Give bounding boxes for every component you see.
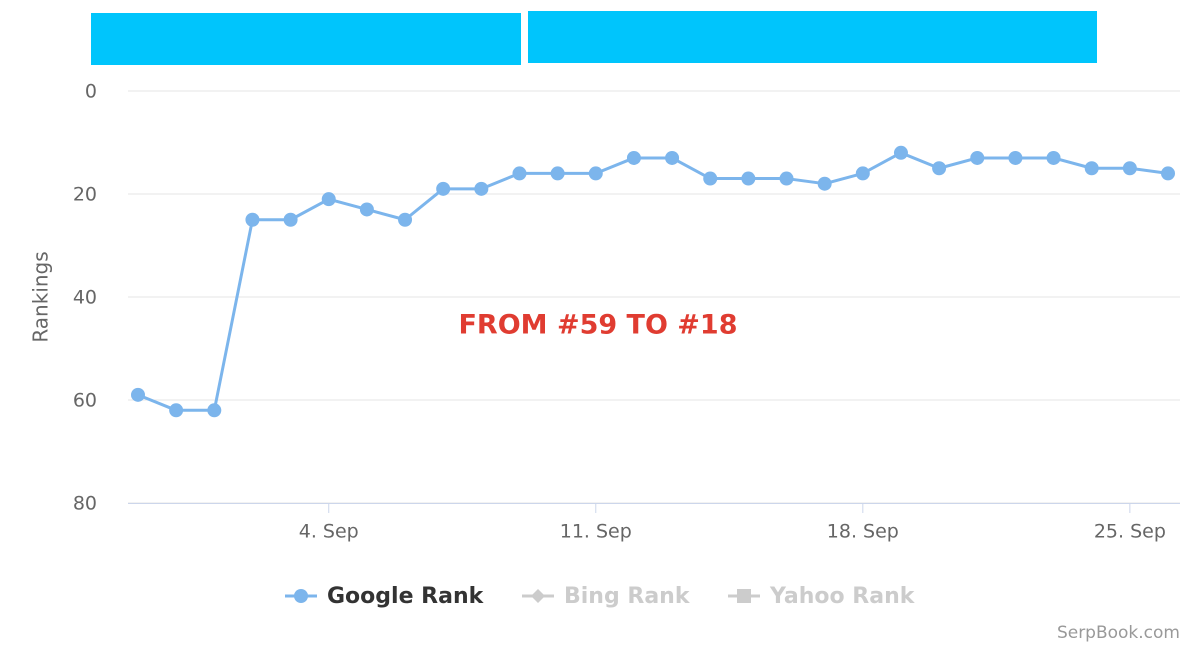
point xyxy=(588,166,603,181)
point xyxy=(626,150,641,165)
point xyxy=(550,166,565,181)
x-tick-label: 4. Sep xyxy=(299,521,359,543)
point xyxy=(207,403,222,418)
legend-label[interactable]: Bing Rank xyxy=(564,584,691,609)
legend-label[interactable]: Google Rank xyxy=(327,584,485,609)
y-axis-title: Rankings xyxy=(29,251,53,342)
legend-marker xyxy=(737,589,751,603)
legend-label[interactable]: Yahoo Rank xyxy=(769,584,916,609)
point xyxy=(1084,161,1099,176)
credit: SerpBook.com xyxy=(1057,623,1180,643)
y-tick-label: 60 xyxy=(73,390,97,412)
point xyxy=(893,145,908,160)
y-tick-label: 80 xyxy=(73,493,97,515)
legend-marker xyxy=(531,589,545,603)
point xyxy=(855,166,870,181)
point xyxy=(1046,150,1061,165)
point xyxy=(321,192,336,207)
point xyxy=(398,212,413,227)
point xyxy=(817,176,832,191)
x-tick-label: 11. Sep xyxy=(560,521,632,543)
annotation: FROM #59 TO #18 xyxy=(458,310,737,341)
point xyxy=(169,403,184,418)
point xyxy=(665,150,680,165)
y-tick-label: 40 xyxy=(73,287,97,309)
y-tick-label: 20 xyxy=(73,184,97,206)
point xyxy=(283,212,298,227)
y-tick-label: 0 xyxy=(85,81,97,103)
point xyxy=(436,181,451,196)
point xyxy=(703,171,718,186)
point xyxy=(1122,161,1137,176)
x-tick-label: 18. Sep xyxy=(827,521,899,543)
point xyxy=(741,171,756,186)
point xyxy=(1008,150,1023,165)
redacted-bar xyxy=(91,13,521,65)
point xyxy=(932,161,947,176)
point xyxy=(779,171,794,186)
point xyxy=(512,166,527,181)
x-tick-label: 25. Sep xyxy=(1094,521,1166,543)
point xyxy=(1161,166,1175,181)
redacted-bar xyxy=(528,11,1097,63)
series-line xyxy=(137,151,1169,412)
point xyxy=(474,181,489,196)
point xyxy=(245,212,260,227)
point xyxy=(131,387,145,402)
legend-marker xyxy=(294,589,308,603)
point xyxy=(970,150,985,165)
point xyxy=(359,202,374,217)
